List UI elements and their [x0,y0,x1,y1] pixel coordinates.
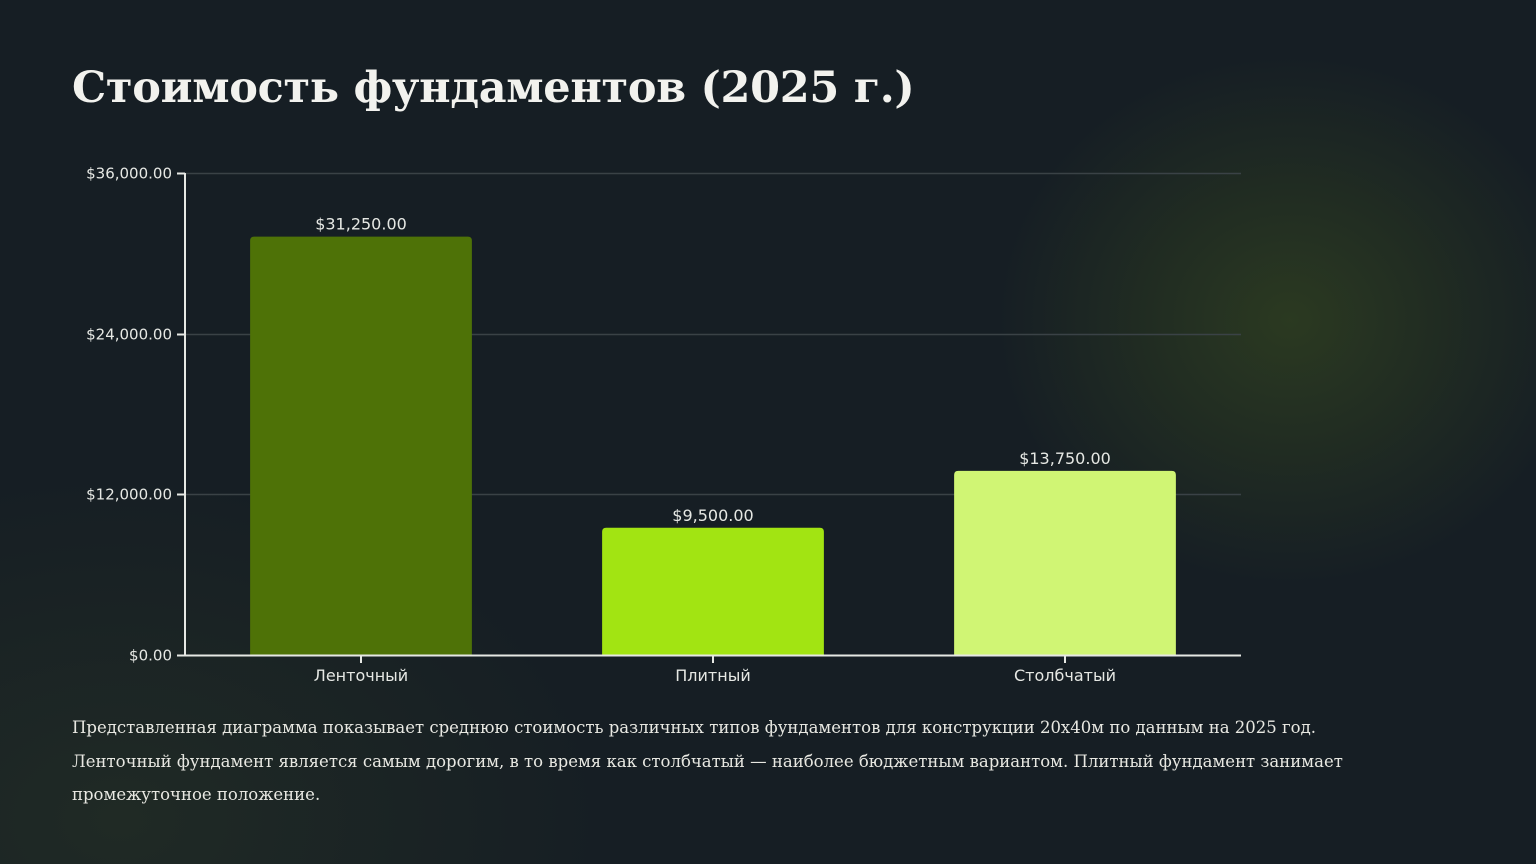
y-tick-label: $0.00 [129,647,172,665]
bars [250,236,1176,655]
x-tick-label: Столбчатый [1014,666,1116,685]
bar-chart: $0.00 $12,000.00 $24,000.00 $36,000.00 $31,2… [86,165,1241,686]
x-tick-label: Плитный [675,666,750,685]
chart-description: Представленная диаграмма показывает сред… [72,718,1343,804]
bar-3 [954,470,1176,655]
y-tick-label: $12,000.00 [86,486,172,504]
y-tick-label: $36,000.00 [86,165,172,183]
x-tick-label: Ленточный [314,666,408,685]
bar-value-label: $9,500.00 [672,506,753,525]
axes [177,172,1241,663]
bar-value-label: $13,750.00 [1019,449,1111,468]
bar-1 [250,236,472,655]
bar-value-label: $31,250.00 [315,215,407,234]
y-tick-label: $24,000.00 [86,326,172,344]
labels: $0.00 $12,000.00 $24,000.00 $36,000.00 $31,2… [86,165,1116,686]
bar-2 [602,527,824,655]
page-title: Стоимость фундаментов (2025 г.) [72,63,915,113]
